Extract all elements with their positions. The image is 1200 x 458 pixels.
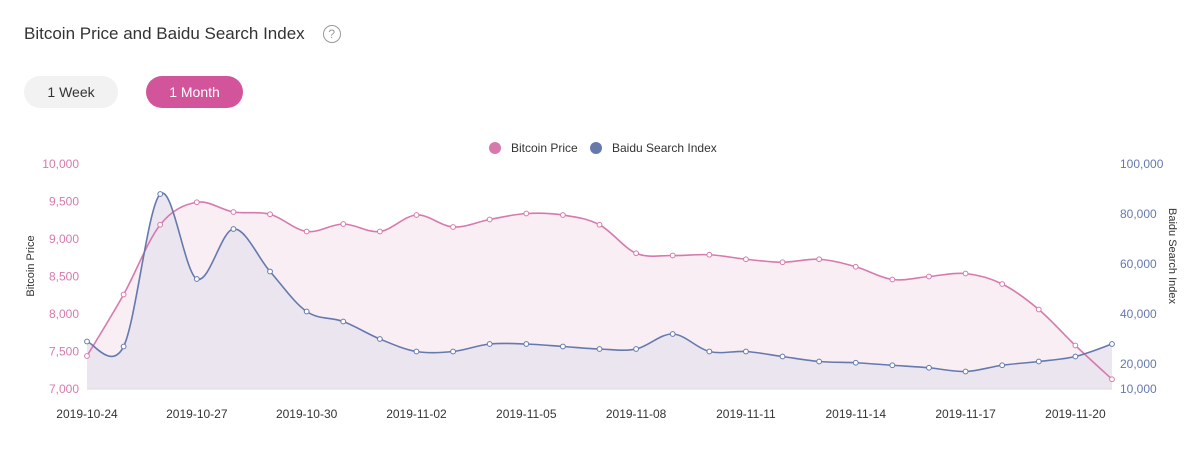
chart-header: Bitcoin Price and Baidu Search Index ? bbox=[24, 24, 341, 44]
bitcoin-price-point bbox=[193, 199, 200, 206]
baidu-search-point bbox=[193, 276, 200, 282]
bitcoin-price-point bbox=[596, 221, 603, 228]
bitcoin-price-point bbox=[84, 353, 90, 359]
range-1-week-button[interactable]: 1 Week bbox=[24, 76, 118, 108]
baidu-search-area bbox=[87, 193, 1112, 389]
x-tick-label: 2019-11-11 bbox=[716, 407, 776, 421]
bitcoin-price-point bbox=[1072, 342, 1079, 349]
legend-baidu-swatch bbox=[590, 142, 602, 154]
bitcoin-price-point bbox=[376, 228, 383, 235]
baidu-search-point bbox=[926, 364, 932, 371]
bitcoin-price-point bbox=[559, 212, 566, 218]
baidu-search-point bbox=[633, 346, 640, 352]
legend-bitcoin-label: Bitcoin Price bbox=[511, 141, 578, 155]
y-left-axis-title: Bitcoin Price bbox=[25, 235, 37, 296]
bitcoin-price-point bbox=[157, 221, 164, 228]
baidu-search-point bbox=[743, 348, 749, 355]
baidu-search-point bbox=[230, 226, 237, 232]
baidu-search-point bbox=[340, 318, 347, 325]
x-tick-label: 2019-11-14 bbox=[826, 407, 887, 421]
bitcoin-price-point bbox=[450, 224, 456, 230]
bitcoin-price-point bbox=[1109, 376, 1115, 383]
x-tick-label: 2019-11-17 bbox=[935, 407, 996, 421]
bitcoin-price-point bbox=[999, 281, 1006, 287]
y-left-tick-label: 7,500 bbox=[49, 345, 79, 359]
baidu-search-point bbox=[1109, 341, 1115, 347]
baidu-search-point bbox=[706, 348, 713, 355]
x-tick-label: 2019-11-20 bbox=[1045, 407, 1106, 421]
bitcoin-price-point bbox=[743, 256, 749, 263]
range-1-month-button[interactable]: 1 Month bbox=[146, 76, 243, 108]
y-left-tick-label: 9,000 bbox=[49, 232, 79, 246]
y-right-axis-title: Baidu Search Index bbox=[1166, 208, 1178, 305]
x-tick-label: 2019-11-02 bbox=[386, 407, 447, 421]
y-left-tick-label: 10,000 bbox=[42, 157, 79, 171]
y-right-tick-label: 60,000 bbox=[1120, 257, 1157, 271]
page-title: Bitcoin Price and Baidu Search Index bbox=[24, 24, 305, 43]
y-right-tick-label: 20,000 bbox=[1120, 357, 1157, 371]
bitcoin-price-point bbox=[889, 276, 896, 283]
y-left-tick-label: 7,000 bbox=[49, 382, 79, 396]
y-right-tick-label: 40,000 bbox=[1120, 307, 1157, 321]
baidu-search-point bbox=[267, 268, 273, 275]
bitcoin-price-point bbox=[633, 250, 640, 257]
baidu-search-point bbox=[559, 343, 566, 350]
baidu-search-point bbox=[120, 343, 127, 350]
x-tick-label: 2019-11-08 bbox=[606, 407, 667, 421]
baidu-search-point bbox=[413, 348, 420, 355]
baidu-search-point bbox=[1035, 358, 1042, 365]
baidu-search-point bbox=[962, 368, 969, 375]
bitcoin-price-point bbox=[267, 211, 273, 218]
baidu-search-point bbox=[450, 348, 456, 355]
baidu-search-point bbox=[596, 346, 603, 352]
legend-baidu-label: Baidu Search Index bbox=[612, 141, 717, 155]
bitcoin-price-point bbox=[706, 251, 713, 258]
baidu-search-point bbox=[303, 308, 310, 315]
bitcoin-price-point bbox=[669, 252, 676, 259]
help-icon[interactable]: ? bbox=[322, 25, 341, 43]
baidu-search-point bbox=[1072, 353, 1079, 360]
bitcoin-price-point bbox=[523, 210, 530, 217]
y-left-tick-label: 8,000 bbox=[49, 307, 79, 321]
baidu-search-point bbox=[157, 191, 164, 197]
bitcoin-price-point bbox=[120, 291, 127, 298]
bitcoin-price-point bbox=[816, 256, 823, 263]
baidu-search-point bbox=[889, 362, 896, 369]
baidu-search-point bbox=[376, 336, 383, 342]
bitcoin-price-point bbox=[340, 221, 347, 227]
baidu-search-point bbox=[486, 341, 493, 347]
bitcoin-price-point bbox=[926, 273, 932, 280]
baidu-search-point bbox=[523, 341, 530, 347]
x-tick-label: 2019-11-05 bbox=[496, 407, 557, 421]
y-left-tick-label: 9,500 bbox=[49, 195, 79, 209]
bitcoin-price-point bbox=[1035, 306, 1042, 313]
x-tick-label: 2019-10-30 bbox=[276, 407, 338, 421]
baidu-search-point bbox=[816, 358, 823, 365]
bitcoin-price-point bbox=[779, 259, 786, 266]
baidu-search-point bbox=[779, 353, 786, 360]
y-right-tick-label: 80,000 bbox=[1120, 207, 1157, 221]
x-tick-label: 2019-10-24 bbox=[56, 407, 118, 421]
y-right-tick-label: 100,000 bbox=[1120, 157, 1164, 171]
bitcoin-price-point bbox=[413, 212, 420, 218]
baidu-search-point bbox=[999, 362, 1006, 369]
bitcoin-price-point bbox=[486, 216, 493, 223]
x-tick-label: 2019-10-27 bbox=[166, 407, 228, 421]
bitcoin-price-point bbox=[303, 228, 310, 235]
baidu-search-point bbox=[669, 331, 676, 337]
baidu-search-point bbox=[852, 359, 859, 366]
bitcoin-price-point bbox=[962, 270, 969, 277]
bitcoin-price-point bbox=[852, 263, 859, 270]
bitcoin-price-point bbox=[230, 209, 237, 215]
y-right-tick-label: 10,000 bbox=[1120, 382, 1157, 396]
baidu-search-point bbox=[84, 338, 90, 345]
legend-bitcoin-swatch bbox=[489, 142, 501, 154]
y-left-tick-label: 8,500 bbox=[49, 270, 79, 284]
